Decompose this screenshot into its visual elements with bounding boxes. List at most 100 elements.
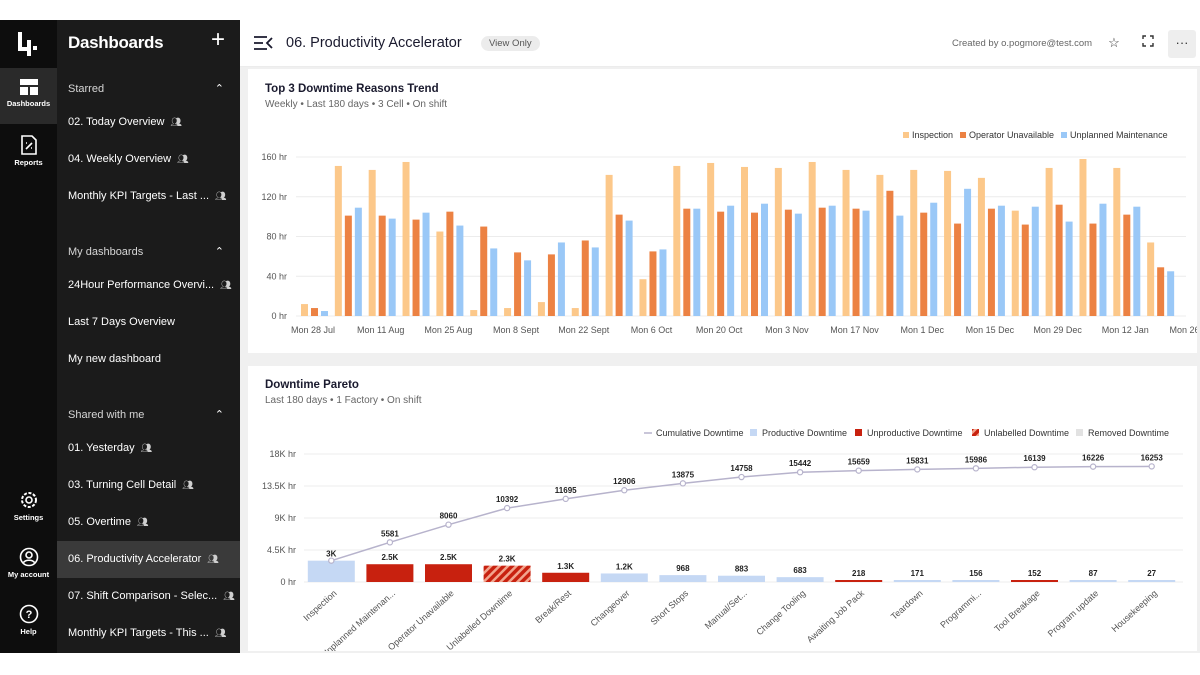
shared-users-icon: 👥︎: [182, 480, 194, 490]
sidebar-item[interactable]: 07. Shift Comparison - Selec... 👥︎: [57, 578, 240, 615]
logo-icon[interactable]: [14, 30, 42, 58]
sidebar-item-label: Last 7 Days Overview: [68, 316, 175, 328]
bar-inspection: [537, 302, 545, 316]
rail-settings[interactable]: Settings: [0, 480, 57, 536]
cumulative-point: [796, 468, 804, 476]
sidebar-item[interactable]: Monthly KPI Targets - Last ... 👥︎: [57, 178, 240, 215]
section-shared-label: Shared with me: [68, 409, 145, 421]
rail-dashboards[interactable]: Dashboards: [0, 68, 57, 124]
x-tick-label: Mon 15 Dec: [966, 325, 1015, 335]
sidebar-item[interactable]: 05. Overtime 👥︎: [57, 504, 240, 541]
bar-unplanned-maintenance: [862, 210, 870, 316]
legend-label: Productive Downtime: [762, 428, 847, 438]
shared-users-icon: 👥︎: [214, 628, 227, 638]
legend-label: Unlabelled Downtime: [984, 428, 1069, 438]
rail-reports[interactable]: Reports: [0, 125, 57, 181]
sidebar-item[interactable]: 24Hour Performance Overvi... 👥︎: [57, 267, 240, 304]
bar-value-label: 968: [676, 564, 690, 573]
sidebar-title: Dashboards: [68, 33, 164, 52]
pareto-bar: [1128, 580, 1176, 582]
x-tick-label: Awaiting Job Pack: [805, 588, 867, 645]
top-bar: 06. Productivity Accelerator View Only C…: [240, 20, 1200, 67]
bar-unplanned-maintenance: [591, 247, 599, 316]
cumulative-label: 12906: [613, 477, 636, 486]
bar-unplanned-maintenance: [557, 242, 565, 316]
pareto-bar: [1011, 580, 1058, 582]
bar-inspection: [774, 167, 782, 316]
trend-chart-subtitle: Weekly • Last 180 days • 3 Cell • On shi…: [265, 99, 448, 110]
rail-dashboards-label: Dashboards: [6, 99, 51, 108]
bar-unplanned-maintenance: [794, 213, 802, 316]
bar-unplanned-maintenance: [1133, 206, 1141, 316]
x-tick-label: Mon 22 Sept: [558, 325, 610, 335]
bar-unplanned-maintenance: [828, 205, 836, 316]
bar-inspection: [673, 165, 681, 316]
star-icon[interactable]: ☆: [1108, 35, 1120, 50]
sidebar-item-label: 06. Productivity Accelerator: [68, 553, 202, 565]
bar-operator-unavailable: [987, 208, 995, 316]
pareto-bar: [1069, 580, 1117, 582]
created-by-text: Created by o.pogmore@test.com: [952, 38, 1093, 49]
legend-swatch: [960, 132, 966, 138]
cumulative-point: [855, 467, 862, 474]
sidebar-item[interactable]: 03. Turning Cell Detail 👥︎: [57, 467, 240, 504]
rail-reports-label: Reports: [14, 158, 43, 167]
x-tick-label: Inspection: [301, 588, 338, 623]
sidebar-item[interactable]: Last 7 Days Overview: [57, 304, 240, 341]
bar-operator-unavailable: [514, 252, 522, 316]
app-window: Dashboards Reports Settings My account: [0, 20, 1200, 653]
view-only-badge: View Only: [481, 36, 540, 51]
pareto-bar: [776, 577, 824, 582]
rail-help-label: Help: [20, 627, 37, 636]
pareto-chart-card: Downtime Pareto Last 180 days • 1 Factor…: [248, 366, 1197, 651]
bar-inspection: [470, 310, 478, 316]
add-dashboard-button[interactable]: +: [211, 26, 226, 53]
legend-label: Removed Downtime: [1088, 428, 1169, 438]
sidebar-item[interactable]: My new dashboard: [57, 341, 240, 378]
dashboard-content: Top 3 Downtime Reasons Trend Weekly • La…: [240, 67, 1200, 653]
sidebar-item-label: Monthly KPI Targets - Last ...: [68, 190, 210, 202]
bar-inspection: [977, 177, 985, 316]
sidebar-item-active[interactable]: 06. Productivity Accelerator 👥︎: [57, 541, 240, 578]
pareto-bar: [600, 573, 648, 582]
bar-operator-unavailable: [1089, 223, 1097, 316]
x-tick-label: Operator Unavailable: [386, 588, 456, 651]
sidebar-item-label: 04. Weekly Overview: [68, 153, 172, 165]
bar-unplanned-maintenance: [456, 225, 464, 316]
sidebar-item[interactable]: 02. Today Overview 👥︎: [57, 104, 240, 141]
pareto-bar: [893, 580, 941, 582]
cumulative-label: 16253: [1141, 453, 1164, 462]
legend-swatch: [972, 429, 979, 436]
rail-account[interactable]: My account: [0, 537, 57, 593]
more-options-button[interactable]: ···: [1168, 30, 1196, 58]
bar-inspection: [1113, 167, 1121, 316]
sidebar-item[interactable]: 01. Yesterday 👥︎: [57, 430, 240, 467]
fullscreen-icon[interactable]: [1138, 33, 1158, 53]
section-shared-header[interactable]: Shared with me ⌃: [68, 409, 230, 421]
x-tick-label: Manual/Set...: [703, 588, 749, 631]
collapse-menu-icon[interactable]: [253, 35, 273, 51]
bar-value-label: 218: [852, 569, 866, 578]
section-starred-header[interactable]: Starred ⌃: [68, 83, 230, 95]
bar-operator-unavailable: [852, 208, 860, 316]
bar-inspection: [808, 161, 816, 316]
bar-unplanned-maintenance: [930, 202, 938, 316]
cumulative-label: 8060: [440, 512, 458, 521]
shared-users-icon: 👥︎: [140, 443, 153, 453]
sidebar-item-label: 07. Shift Comparison - Selec...: [68, 590, 218, 602]
pareto-bar: [307, 560, 355, 582]
section-mine-header[interactable]: My dashboards ⌃: [68, 246, 230, 258]
bar-operator-unavailable: [446, 211, 454, 316]
sidebar-item[interactable]: 04. Weekly Overview 👥︎: [57, 141, 240, 178]
cumulative-point: [503, 504, 511, 512]
dashboards-icon: [19, 79, 38, 95]
y-tick-label: 80 hr: [266, 232, 287, 242]
sidebar-item[interactable]: Monthly KPI Targets - This ... 👥︎: [57, 615, 240, 652]
bar-operator-unavailable: [784, 209, 792, 316]
bar-operator-unavailable: [649, 251, 657, 316]
rail-help[interactable]: ? Help: [0, 594, 57, 650]
shared-users-icon: 👥︎: [223, 591, 235, 601]
x-tick-label: Mon 25 Aug: [424, 325, 472, 335]
bar-inspection: [639, 279, 647, 316]
cumulative-point: [1148, 463, 1155, 470]
